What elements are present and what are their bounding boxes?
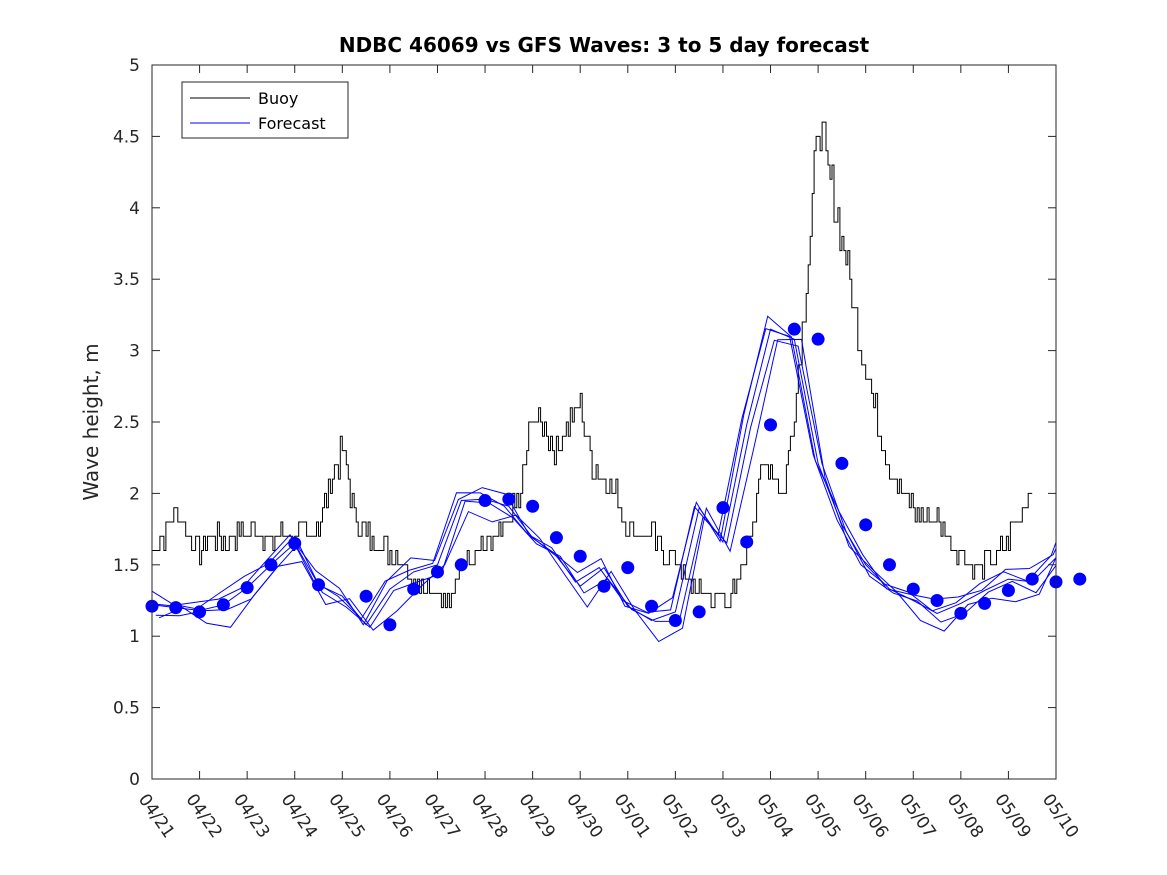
x-tick-label: 04/24 bbox=[277, 790, 321, 842]
x-tick-label: 05/06 bbox=[848, 790, 892, 842]
x-tick-label: 05/03 bbox=[705, 790, 749, 842]
x-tick-label: 05/08 bbox=[943, 790, 987, 842]
forecast-marker bbox=[240, 581, 254, 595]
forecast-marker bbox=[383, 618, 397, 632]
forecast-marker bbox=[692, 605, 706, 619]
x-tick-label: 05/09 bbox=[990, 790, 1034, 842]
y-tick-label: 5 bbox=[129, 56, 140, 76]
forecast-marker bbox=[502, 492, 516, 506]
y-tick-label: 4 bbox=[129, 199, 140, 219]
forecast-marker bbox=[1025, 572, 1039, 586]
forecast-marker bbox=[882, 558, 896, 572]
series-forecast-line bbox=[155, 339, 1057, 629]
forecast-marker bbox=[668, 613, 682, 627]
forecast-marker bbox=[645, 599, 659, 613]
x-tick-label: 05/05 bbox=[800, 790, 844, 842]
forecast-marker bbox=[454, 558, 468, 572]
series-forecast-line bbox=[151, 328, 1057, 626]
forecast-marker bbox=[407, 582, 421, 596]
x-tick-label: 04/23 bbox=[229, 790, 273, 842]
forecast-marker bbox=[930, 594, 944, 607]
forecast-marker bbox=[1073, 572, 1087, 586]
series-forecast-line bbox=[151, 315, 1057, 626]
forecast-marker bbox=[1001, 584, 1015, 598]
legend-buoy-label: Buoy bbox=[258, 89, 298, 108]
forecast-marker bbox=[288, 536, 302, 550]
x-tick-label: 04/28 bbox=[467, 790, 511, 842]
x-tick-label: 04/29 bbox=[515, 790, 559, 842]
forecast-marker bbox=[573, 549, 587, 563]
legend-box bbox=[181, 81, 349, 139]
y-axis-label: Wave height, m bbox=[79, 343, 103, 500]
series-buoy-line bbox=[152, 121, 1033, 609]
x-tick-label: 05/07 bbox=[895, 790, 939, 842]
legend-forecast-label: Forecast bbox=[258, 114, 326, 133]
y-tick-label: 3 bbox=[129, 342, 140, 362]
forecast-marker bbox=[526, 499, 540, 513]
forecast-marker bbox=[549, 531, 563, 545]
forecast-marker bbox=[764, 418, 778, 432]
forecast-marker bbox=[859, 518, 873, 532]
x-tick-label: 05/02 bbox=[657, 790, 701, 842]
forecast-marker bbox=[430, 565, 444, 579]
forecast-marker bbox=[906, 582, 920, 596]
x-tick-label: 05/01 bbox=[610, 790, 654, 842]
forecast-marker bbox=[169, 601, 183, 615]
x-tick-label: 04/22 bbox=[181, 790, 225, 842]
y-tick-label: 2.5 bbox=[113, 413, 140, 433]
forecast-marker bbox=[740, 535, 754, 549]
axes-box bbox=[151, 64, 1057, 780]
forecast-marker bbox=[216, 598, 230, 612]
x-tick-label: 04/21 bbox=[134, 790, 178, 842]
y-tick-label: 3.5 bbox=[113, 270, 140, 290]
forecast-marker bbox=[954, 606, 968, 620]
chart-title: NDBC 46069 vs GFS Waves: 3 to 5 day fore… bbox=[339, 33, 870, 57]
forecast-marker bbox=[787, 322, 801, 336]
y-tick-label: 1.5 bbox=[113, 556, 140, 576]
forecast-marker bbox=[811, 332, 825, 346]
forecast-marker bbox=[597, 579, 611, 593]
forecast-marker bbox=[835, 456, 849, 470]
forecast-marker bbox=[478, 494, 492, 508]
y-tick-label: 4.5 bbox=[113, 127, 140, 147]
x-tick-label: 04/25 bbox=[324, 790, 368, 842]
forecast-marker bbox=[621, 561, 635, 575]
y-tick-label: 2 bbox=[129, 484, 140, 504]
forecast-marker bbox=[312, 578, 326, 592]
y-tick-label: 0.5 bbox=[113, 699, 140, 719]
legend: Buoy Forecast bbox=[181, 81, 349, 139]
x-tick-label: 04/30 bbox=[562, 790, 606, 842]
x-tick-label: 04/27 bbox=[419, 790, 463, 842]
y-tick-label: 1 bbox=[129, 627, 140, 647]
forecast-marker bbox=[193, 605, 207, 619]
x-tick-label: 05/10 bbox=[1038, 790, 1082, 842]
series-forecast-line bbox=[151, 328, 1057, 620]
forecast-marker bbox=[978, 596, 992, 610]
y-tick-label: 0 bbox=[129, 770, 140, 790]
forecast-marker bbox=[264, 558, 278, 572]
x-tick-label: 04/26 bbox=[372, 790, 416, 842]
forecast-marker bbox=[359, 589, 373, 603]
forecast-marker bbox=[716, 501, 730, 515]
plot-area bbox=[145, 121, 1087, 643]
x-tick-label: 05/04 bbox=[752, 790, 796, 842]
